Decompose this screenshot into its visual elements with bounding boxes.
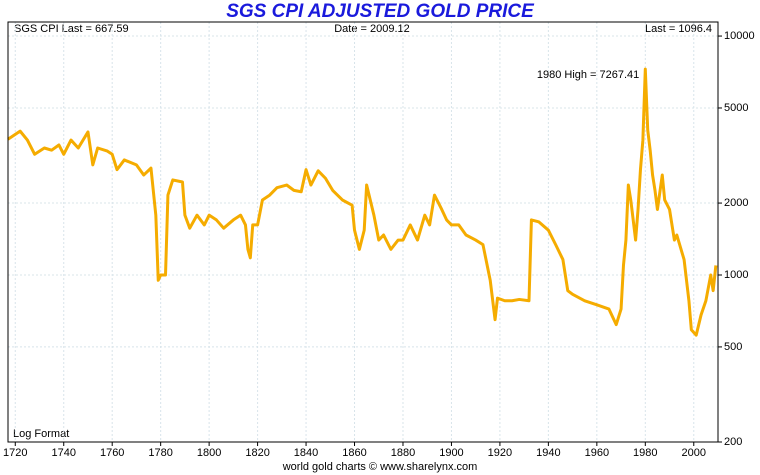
header-right: Last = 1096.4 [645,23,712,35]
header-center: Date = 2009.12 [334,23,410,35]
x-tick-label: 1740 [51,447,75,459]
x-tick-label: 1980 [633,447,657,459]
x-tick-label: 1760 [100,447,124,459]
price-line [7,67,718,337]
x-tick-label: 1840 [294,447,318,459]
x-tick-label: 1720 [3,447,27,459]
y-tick-label: 1000 [724,269,748,281]
plot-frame [7,21,719,443]
x-tick-label: 1900 [439,447,463,459]
y-tick-label: 2000 [724,197,748,209]
chart-title: SGS CPI ADJUSTED GOLD PRICE [226,1,535,22]
x-tick-label: 1780 [148,447,172,459]
footer: world gold charts © www.sharelynx.com [282,461,478,473]
x-tick-label: 1820 [245,447,269,459]
scale-note: Log Format [13,428,69,440]
x-tick-label: 1920 [488,447,512,459]
x-tick-label: 1880 [391,447,415,459]
y-tick-label: 10000 [724,30,755,42]
x-tick-label: 2000 [682,447,706,459]
peak-annotation: 1980 High = 7267.41 [537,69,639,81]
y-tick-label: 200 [724,436,742,448]
x-tick-label: 1860 [342,447,366,459]
x-tick-label: 1940 [536,447,560,459]
x-tick-label: 1800 [197,447,221,459]
y-tick-label: 5000 [724,102,748,114]
x-tick-label: 1960 [585,447,609,459]
y-tick-label: 500 [724,341,742,353]
header-left: SGS CPI Last = 667.59 [14,23,129,35]
